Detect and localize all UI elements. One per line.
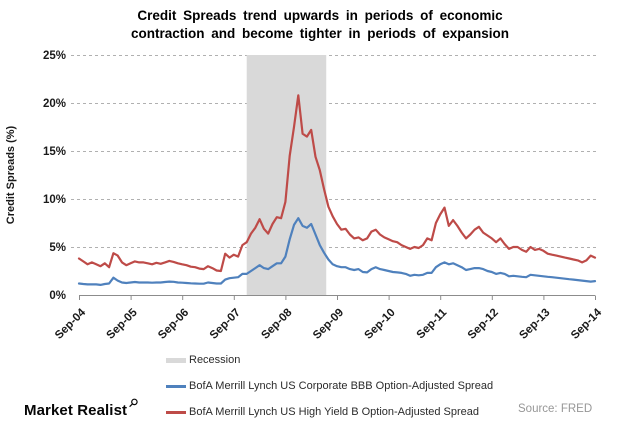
magnifier-icon (129, 398, 138, 408)
x-tick-label: Sep-07 (208, 307, 243, 342)
chart-title: Credit Spreads trend upwards in periods … (0, 7, 640, 43)
legend-item-high-yield-b-spread: BofA Merrill Lynch US High Yield B Optio… (166, 402, 493, 422)
y-tick-label-20pct: 20% (43, 98, 66, 110)
x-tick-label: Sep-05 (105, 306, 141, 342)
x-tick-label: Sep-10 (363, 307, 398, 342)
x-tick-label: Sep-06 (156, 307, 191, 342)
logo-text: Market Realist (24, 402, 128, 419)
credit-spreads-line-chart: Sep-04 Sep-05 Sep-06 Sep-07 Sep-08 Sep-09 Sep-… (5, 50, 605, 342)
x-tick-label: Sep-08 (259, 306, 295, 342)
legend-label-recession: Recession (189, 354, 241, 366)
y-tick-label-10pct: 10% (43, 194, 66, 206)
legend-swatch-high-yield-b-spread (166, 410, 186, 414)
legend-label-high-yield-b-spread: BofA Merrill Lynch US High Yield B Optio… (189, 406, 480, 418)
legend-swatch-recession (166, 357, 186, 363)
x-tick-label: Sep-04 (53, 306, 89, 342)
x-tick-label: Sep-14 (569, 306, 605, 342)
legend-swatch-bbb-spread (166, 384, 186, 388)
legend-item-bbb-spread: BofA Merrill Lynch US Corporate BBB Opti… (166, 376, 493, 396)
x-tick-label: Sep-12 (466, 307, 501, 342)
legend-label-bbb-spread: BofA Merrill Lynch US Corporate BBB Opti… (189, 380, 494, 392)
recession-band (246, 55, 327, 295)
legend-item-recession: Recession (166, 350, 493, 370)
source-note: Source: FRED (518, 403, 593, 415)
y-tick-label-15pct: 15% (43, 146, 66, 158)
y-axis-title: Credit Spreads (%) (5, 125, 17, 224)
x-tick-label: Sep-09 (311, 307, 346, 342)
y-tick-label-25pct: 25% (43, 50, 66, 62)
y-tick-label-5pct: 5% (49, 242, 66, 254)
chart-legend: Recession BofA Merrill Lynch US Corporat… (166, 350, 493, 428)
series-line-high-yield-b-spread (77, 94, 597, 273)
chart-title-line2: contraction and become tighter in period… (130, 26, 510, 41)
x-tick-label: Sep-11 (415, 306, 450, 341)
market-realist-logo: Market Realist (24, 398, 139, 419)
x-tick-label: Sep-13 (517, 307, 552, 342)
y-tick-label-0pct: 0% (49, 290, 66, 302)
chart-title-line1: Credit Spreads trend upwards in periods … (137, 8, 503, 23)
series-line-bbb-spread (77, 217, 597, 286)
